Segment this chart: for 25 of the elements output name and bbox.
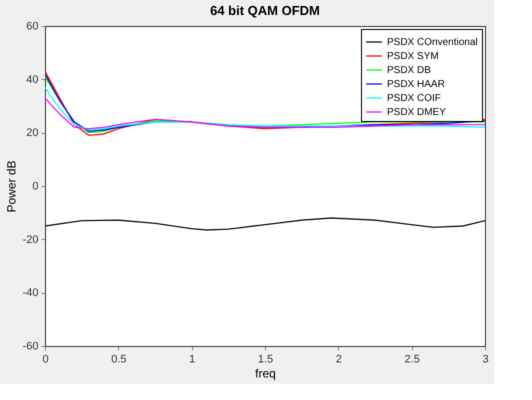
- legend-label: PSDX DMEY: [387, 107, 446, 118]
- x-tick-label: 0.5: [111, 354, 126, 366]
- x-tick-label: 0: [42, 354, 49, 366]
- line-series: [45, 217, 485, 231]
- x-tick-label: 1.5: [258, 354, 274, 366]
- x-tick-label: 3: [482, 354, 489, 366]
- line-series: [45, 86, 485, 131]
- x-tick-label: 2: [336, 354, 342, 366]
- y-tick-label: 20: [26, 127, 38, 140]
- legend-label: PSDX HAAR: [387, 79, 445, 90]
- y-tick-label: -20: [22, 234, 38, 246]
- y-axis-title: Power dB: [4, 160, 19, 213]
- legend-label: PSDX DB: [387, 65, 432, 76]
- legend-label: PSDX SYM: [387, 51, 439, 62]
- legend-label: PSDX COIF: [387, 93, 441, 104]
- x-tick-label: 1: [189, 354, 196, 366]
- y-tick-label: -60: [22, 340, 38, 352]
- y-tick-label: -40: [22, 287, 38, 300]
- y-tick-label: 40: [26, 74, 38, 86]
- y-tick-label: 0: [32, 180, 38, 192]
- x-axis-title: freq: [255, 366, 276, 380]
- chart-title: 64 bit QAM OFDM: [210, 3, 320, 18]
- y-tick-label: 60: [26, 20, 38, 32]
- legend-label: PSDX COnventional: [387, 37, 478, 48]
- x-tick-label: 2.5: [404, 354, 420, 366]
